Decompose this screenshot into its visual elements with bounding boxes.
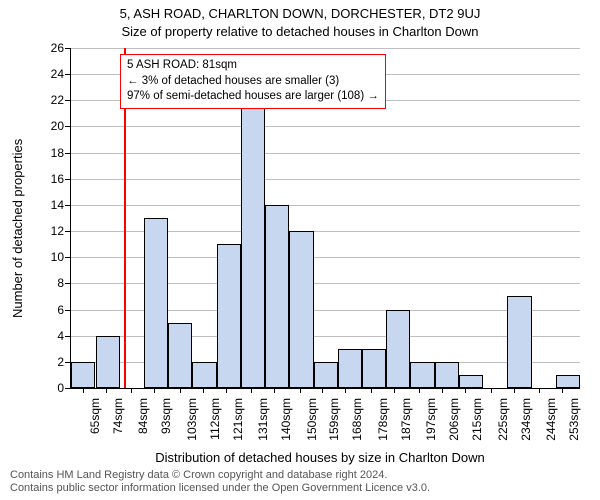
x-axis-line [70, 388, 580, 389]
y-tick-mark [65, 362, 70, 363]
histogram-bar [241, 100, 265, 388]
gridline [70, 153, 580, 154]
x-tick-label: 84sqm [137, 398, 149, 458]
x-tick-mark [274, 388, 275, 393]
histogram-bar [435, 362, 459, 388]
histogram-bar [265, 205, 289, 388]
x-tick-mark [83, 388, 84, 393]
histogram-bar [459, 375, 483, 388]
x-tick-mark [226, 388, 227, 393]
gridline [70, 48, 580, 49]
footer-attribution: Contains HM Land Registry data © Crown c… [10, 469, 430, 497]
x-tick-mark [322, 388, 323, 393]
y-tick-label: 2 [14, 356, 64, 368]
x-tick-mark [106, 388, 107, 393]
y-tick-mark [65, 336, 70, 337]
x-tick-label: 215sqm [471, 398, 483, 458]
histogram-bar [217, 244, 241, 388]
histogram-bar [192, 362, 216, 388]
y-tick-mark [65, 388, 70, 389]
x-tick-label: 140sqm [280, 398, 292, 458]
info-box: 5 ASH ROAD: 81sqm ← 3% of detached house… [120, 54, 386, 109]
footer-line-1: Contains HM Land Registry data © Crown c… [10, 469, 430, 483]
x-tick-mark [465, 388, 466, 393]
x-tick-label: 187sqm [400, 398, 412, 458]
footer-line-2: Contains public sector information licen… [10, 482, 430, 496]
x-tick-label: 159sqm [328, 398, 340, 458]
x-tick-mark [419, 388, 420, 393]
x-tick-mark [203, 388, 204, 393]
histogram-bar [314, 362, 338, 388]
info-line-1: 5 ASH ROAD: 81sqm [127, 58, 379, 74]
x-tick-mark [251, 388, 252, 393]
x-tick-label: 74sqm [112, 398, 124, 458]
x-tick-label: 65sqm [89, 398, 101, 458]
histogram-bar [410, 362, 434, 388]
histogram-bar [338, 349, 362, 388]
x-tick-label: 103sqm [186, 398, 198, 458]
info-line-3: 97% of semi-detached houses are larger (… [127, 89, 379, 105]
y-tick-mark [65, 74, 70, 75]
x-tick-mark [514, 388, 515, 393]
x-tick-label: 112sqm [209, 398, 221, 458]
y-tick-mark [65, 310, 70, 311]
y-tick-label: 0 [14, 382, 64, 394]
x-tick-label: 225sqm [497, 398, 509, 458]
x-tick-label: 93sqm [160, 398, 172, 458]
x-tick-label: 206sqm [448, 398, 460, 458]
y-tick-mark [65, 283, 70, 284]
x-tick-label: 244sqm [545, 398, 557, 458]
x-tick-mark [562, 388, 563, 393]
histogram-bar [289, 231, 313, 388]
x-tick-mark [154, 388, 155, 393]
histogram-bar [507, 296, 531, 388]
gridline [70, 205, 580, 206]
x-tick-mark [180, 388, 181, 393]
histogram-bar [96, 336, 120, 388]
y-tick-mark [65, 48, 70, 49]
y-axis-label: Number of detached properties [10, 39, 25, 218]
y-axis-line [70, 48, 71, 388]
title-sub: Size of property relative to detached ho… [0, 24, 600, 39]
x-tick-mark [371, 388, 372, 393]
x-tick-mark [345, 388, 346, 393]
histogram-bar [362, 349, 386, 388]
gridline [70, 126, 580, 127]
y-tick-mark [65, 153, 70, 154]
x-tick-mark [491, 388, 492, 393]
x-tick-label: 121sqm [232, 398, 244, 458]
histogram-bar [386, 310, 410, 388]
x-tick-label: 234sqm [520, 398, 532, 458]
y-tick-mark [65, 126, 70, 127]
x-tick-mark [442, 388, 443, 393]
title-main: 5, ASH ROAD, CHARLTON DOWN, DORCHESTER, … [0, 6, 600, 21]
y-tick-mark [65, 257, 70, 258]
x-tick-mark [394, 388, 395, 393]
x-tick-label: 253sqm [568, 398, 580, 458]
y-tick-mark [65, 231, 70, 232]
x-tick-mark [131, 388, 132, 393]
x-tick-label: 168sqm [351, 398, 363, 458]
info-line-2: ← 3% of detached houses are smaller (3) [127, 74, 379, 90]
y-tick-mark [65, 205, 70, 206]
x-axis-label: Distribution of detached houses by size … [0, 450, 600, 465]
x-tick-label: 131sqm [257, 398, 269, 458]
histogram-bar [556, 375, 580, 388]
gridline [70, 179, 580, 180]
x-tick-label: 150sqm [306, 398, 318, 458]
x-tick-label: 178sqm [377, 398, 389, 458]
y-tick-mark [65, 100, 70, 101]
x-tick-mark [539, 388, 540, 393]
x-tick-mark [300, 388, 301, 393]
x-tick-label: 197sqm [425, 398, 437, 458]
y-tick-label: 4 [14, 330, 64, 342]
y-tick-mark [65, 179, 70, 180]
histogram-bar [71, 362, 95, 388]
histogram-bar [144, 218, 168, 388]
histogram-bar [168, 323, 192, 388]
